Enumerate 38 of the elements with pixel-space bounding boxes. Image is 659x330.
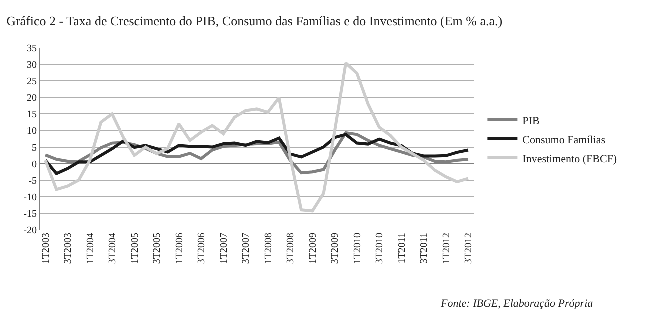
y-tick-label: 25 — [27, 76, 37, 88]
legend-label: PIB — [522, 115, 540, 128]
x-tick-label: 1T2004 — [85, 233, 96, 264]
x-tick-label: 1T2011 — [396, 233, 408, 264]
y-tick-label: 15 — [27, 110, 37, 121]
x-tick-label: 3T2007 — [241, 233, 252, 264]
x-tick-label: 1T2010 — [352, 233, 364, 264]
x-tick-label: 3T2004 — [108, 233, 119, 264]
x-tick-label: 3T2003 — [63, 233, 74, 264]
legend-label: Consumo Famílias — [522, 134, 606, 146]
y-tick-label: 35 — [27, 44, 37, 54]
x-tick-label: 1T2003 — [40, 233, 52, 264]
x-tick-label: 3T2009 — [330, 233, 342, 264]
x-tick-label: 1T2008 — [263, 233, 274, 264]
x-tick-label: 3T2005 — [152, 233, 164, 264]
y-tick-label: 0 — [32, 159, 37, 170]
y-tick-label: 20 — [27, 93, 37, 104]
x-tick-label: 3T2011 — [419, 233, 430, 264]
y-tick-label: 5 — [32, 142, 37, 154]
x-tick-label: 1T2009 — [308, 233, 319, 264]
legend-label: Investimento (FBCF) — [522, 153, 618, 166]
x-tick-label: 1T2012 — [441, 233, 452, 264]
y-tick-label: -5 — [28, 176, 37, 187]
y-tick-label: -15 — [24, 208, 37, 220]
x-tick-label: 3T2006 — [196, 233, 208, 264]
x-tick-label: 3T2008 — [286, 233, 297, 264]
line-series — [44, 62, 470, 213]
x-tick-label: 1T2007 — [218, 233, 230, 264]
chart-title: Gráfico 2 - Taxa de Crescimento do PIB, Consumo das Famílias e do Investimento (Em % a.a.) — [6, 14, 503, 29]
y-tick-label: -10 — [24, 192, 37, 204]
x-tick-label: 3T2010 — [374, 233, 386, 264]
y-tick-label: 30 — [27, 60, 37, 72]
x-tick-label: 3T2012 — [464, 233, 475, 264]
source-note: Fonte: IBGE, Elaboração Própria — [440, 298, 594, 310]
x-tick-label: 1T2005 — [130, 233, 141, 264]
y-tick-label: -20 — [24, 226, 37, 236]
y-tick-label: 10 — [27, 126, 37, 138]
x-tick-label: 1T2006 — [174, 233, 186, 264]
